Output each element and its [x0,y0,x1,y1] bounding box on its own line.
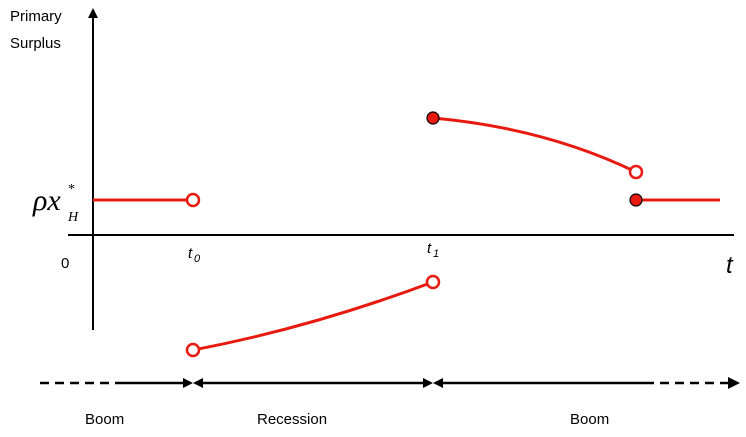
t0-base: t [188,245,193,262]
open-marker-recession-start [185,342,201,358]
phase-label-recession: Recession [257,411,327,428]
arrowhead-t0-left [183,378,193,388]
y-axis-label-line2: Surplus [10,35,61,52]
ref-level-label: ρx H * [32,182,79,225]
open-marker-t0-level [185,192,201,208]
ref-level-subscript: H [67,210,79,225]
arrowhead-t0-right [193,378,203,388]
arrowhead-end [728,377,740,389]
recession-curve [192,280,434,352]
y-axis-label-line1: Primary [10,8,62,25]
t0-label: t 0 [188,245,201,265]
t1-label: t 1 [427,240,439,260]
y-axis-arrowhead [88,8,98,18]
ref-level-superscript: * [68,182,75,197]
t0-sub: 0 [194,253,201,265]
open-marker-curve-end [628,164,644,180]
filled-marker-level-return [629,193,643,207]
origin-label: 0 [61,255,69,272]
post-recession-curve [432,116,637,174]
ref-level-symbol: ρx [32,184,61,217]
t1-sub: 1 [433,248,439,260]
open-marker-recession-end [425,274,441,290]
filled-marker-t1 [426,111,440,125]
phase-label-boom-right: Boom [570,411,609,428]
phase-timeline [40,377,740,389]
arrowhead-t1-left [423,378,433,388]
x-axis-label: t [726,252,734,279]
phase-label-boom-left: Boom [85,411,124,428]
arrowhead-t1-right [433,378,443,388]
t1-base: t [427,240,432,257]
